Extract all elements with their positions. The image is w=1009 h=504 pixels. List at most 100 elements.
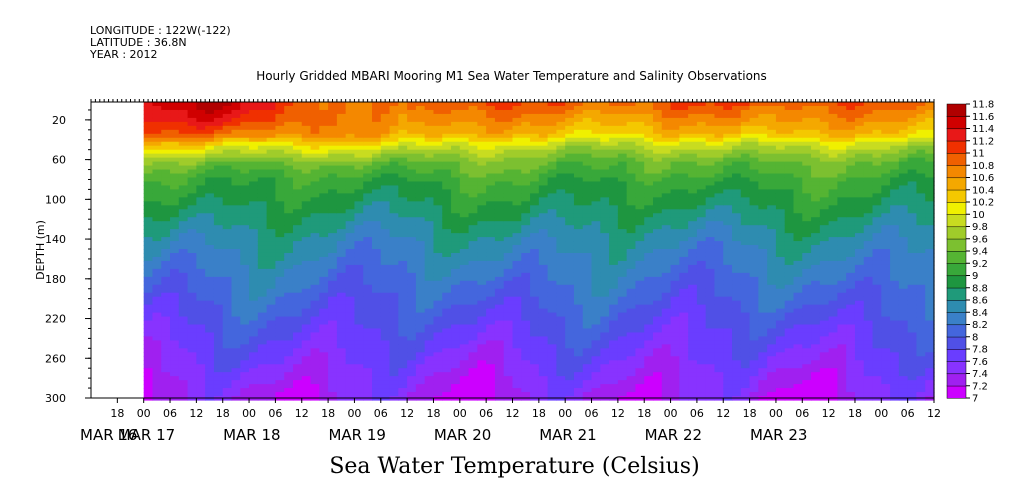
heatmap-cell <box>407 197 417 202</box>
heatmap-cell <box>521 161 531 167</box>
heatmap-cell <box>328 197 338 202</box>
heatmap-cell <box>442 272 452 278</box>
heatmap-cell <box>266 288 277 294</box>
heatmap-cell <box>407 165 417 171</box>
heatmap-cell <box>679 213 689 218</box>
heatmap-cell <box>538 372 549 377</box>
heatmap-cell <box>380 165 391 171</box>
heatmap-cell <box>688 145 698 151</box>
heatmap-cell <box>249 268 259 274</box>
heatmap-cell <box>284 252 294 258</box>
heatmap-cell <box>617 225 628 230</box>
heatmap-cell <box>644 137 654 143</box>
heatmap-cell <box>442 185 452 191</box>
heatmap-cell <box>292 276 303 282</box>
heatmap-cell <box>547 344 558 349</box>
heatmap-cell <box>372 201 382 206</box>
heatmap-cell <box>424 360 435 365</box>
heatmap-cell <box>573 245 584 250</box>
heatmap-cell <box>240 360 250 365</box>
heatmap-cell <box>494 165 505 171</box>
heatmap-cell <box>494 221 505 226</box>
heatmap-cell <box>372 336 382 341</box>
heatmap-cell <box>380 356 391 361</box>
heatmap-cell <box>363 177 373 183</box>
heatmap-cell <box>213 352 224 357</box>
heatmap-cell <box>249 165 259 171</box>
heatmap-cell <box>670 316 680 322</box>
heatmap-cell <box>389 264 399 270</box>
heatmap-cell <box>372 177 382 183</box>
heatmap-cell <box>213 241 224 246</box>
heatmap-cell <box>328 217 338 222</box>
heatmap-cell <box>512 388 522 393</box>
heatmap-cell <box>336 177 347 183</box>
heatmap-cell <box>696 229 707 234</box>
heatmap-cell <box>363 280 373 286</box>
heatmap-cell <box>178 372 189 377</box>
heatmap-cell <box>363 316 373 322</box>
heatmap-cell <box>407 125 417 131</box>
heatmap-cell <box>600 205 610 210</box>
heatmap-cell <box>468 153 478 159</box>
heatmap-cell <box>398 117 408 123</box>
heatmap-cell <box>459 185 470 191</box>
heatmap-cell <box>547 364 558 369</box>
heatmap-cell <box>661 276 672 282</box>
heatmap-cell <box>494 260 505 266</box>
heatmap-cell <box>424 113 435 119</box>
heatmap-cell <box>354 264 364 270</box>
heatmap-cell <box>451 117 461 123</box>
heatmap-cell <box>143 149 154 155</box>
heatmap-cell <box>196 252 206 258</box>
heatmap-cell <box>389 237 399 242</box>
heatmap-cell <box>161 300 171 306</box>
heatmap-cell <box>494 129 505 135</box>
heatmap-cell <box>705 145 716 151</box>
heatmap-cell <box>249 213 259 218</box>
heatmap-cell <box>292 340 303 345</box>
heatmap-cell <box>380 113 391 119</box>
heatmap-cell <box>486 237 496 242</box>
heatmap-cell <box>582 332 593 338</box>
heatmap-cell <box>459 276 470 282</box>
heatmap-cell <box>170 312 180 318</box>
heatmap-cell <box>600 145 610 151</box>
heatmap-cell <box>424 252 435 258</box>
heatmap-cell <box>389 280 399 286</box>
heatmap-cell <box>486 221 496 226</box>
heatmap-cell <box>257 264 268 270</box>
heatmap-cell <box>477 241 487 246</box>
heatmap-cell <box>187 296 197 302</box>
heatmap-cell <box>336 300 347 306</box>
heatmap-cell <box>723 189 733 194</box>
heatmap-cell <box>389 137 399 143</box>
heatmap-cell <box>389 324 399 330</box>
heatmap-cell <box>328 344 338 349</box>
heatmap-cell <box>187 125 197 131</box>
heatmap-cell <box>328 340 338 345</box>
heatmap-cell <box>503 296 514 302</box>
heatmap-cell <box>644 256 654 262</box>
heatmap-cell <box>661 252 672 258</box>
heatmap-cell <box>530 352 540 357</box>
heatmap-cell <box>477 249 487 254</box>
heatmap-cell <box>679 102 689 107</box>
heatmap-cell <box>451 352 461 357</box>
heatmap-cell <box>275 125 285 131</box>
heatmap-cell <box>591 340 601 345</box>
heatmap-cell <box>556 113 566 119</box>
heatmap-cell <box>521 388 531 393</box>
heatmap-cell <box>398 384 408 389</box>
heatmap-cell <box>626 272 637 278</box>
heatmap-cell <box>345 316 356 322</box>
heatmap-cell <box>547 177 558 183</box>
heatmap-cell <box>547 169 558 175</box>
heatmap-cell <box>380 288 391 294</box>
heatmap-cell <box>591 332 601 338</box>
heatmap-cell <box>688 185 698 191</box>
heatmap-cell <box>538 217 549 222</box>
heatmap-cell <box>556 185 566 191</box>
heatmap-cell <box>143 161 154 167</box>
heatmap-cell <box>442 384 452 389</box>
